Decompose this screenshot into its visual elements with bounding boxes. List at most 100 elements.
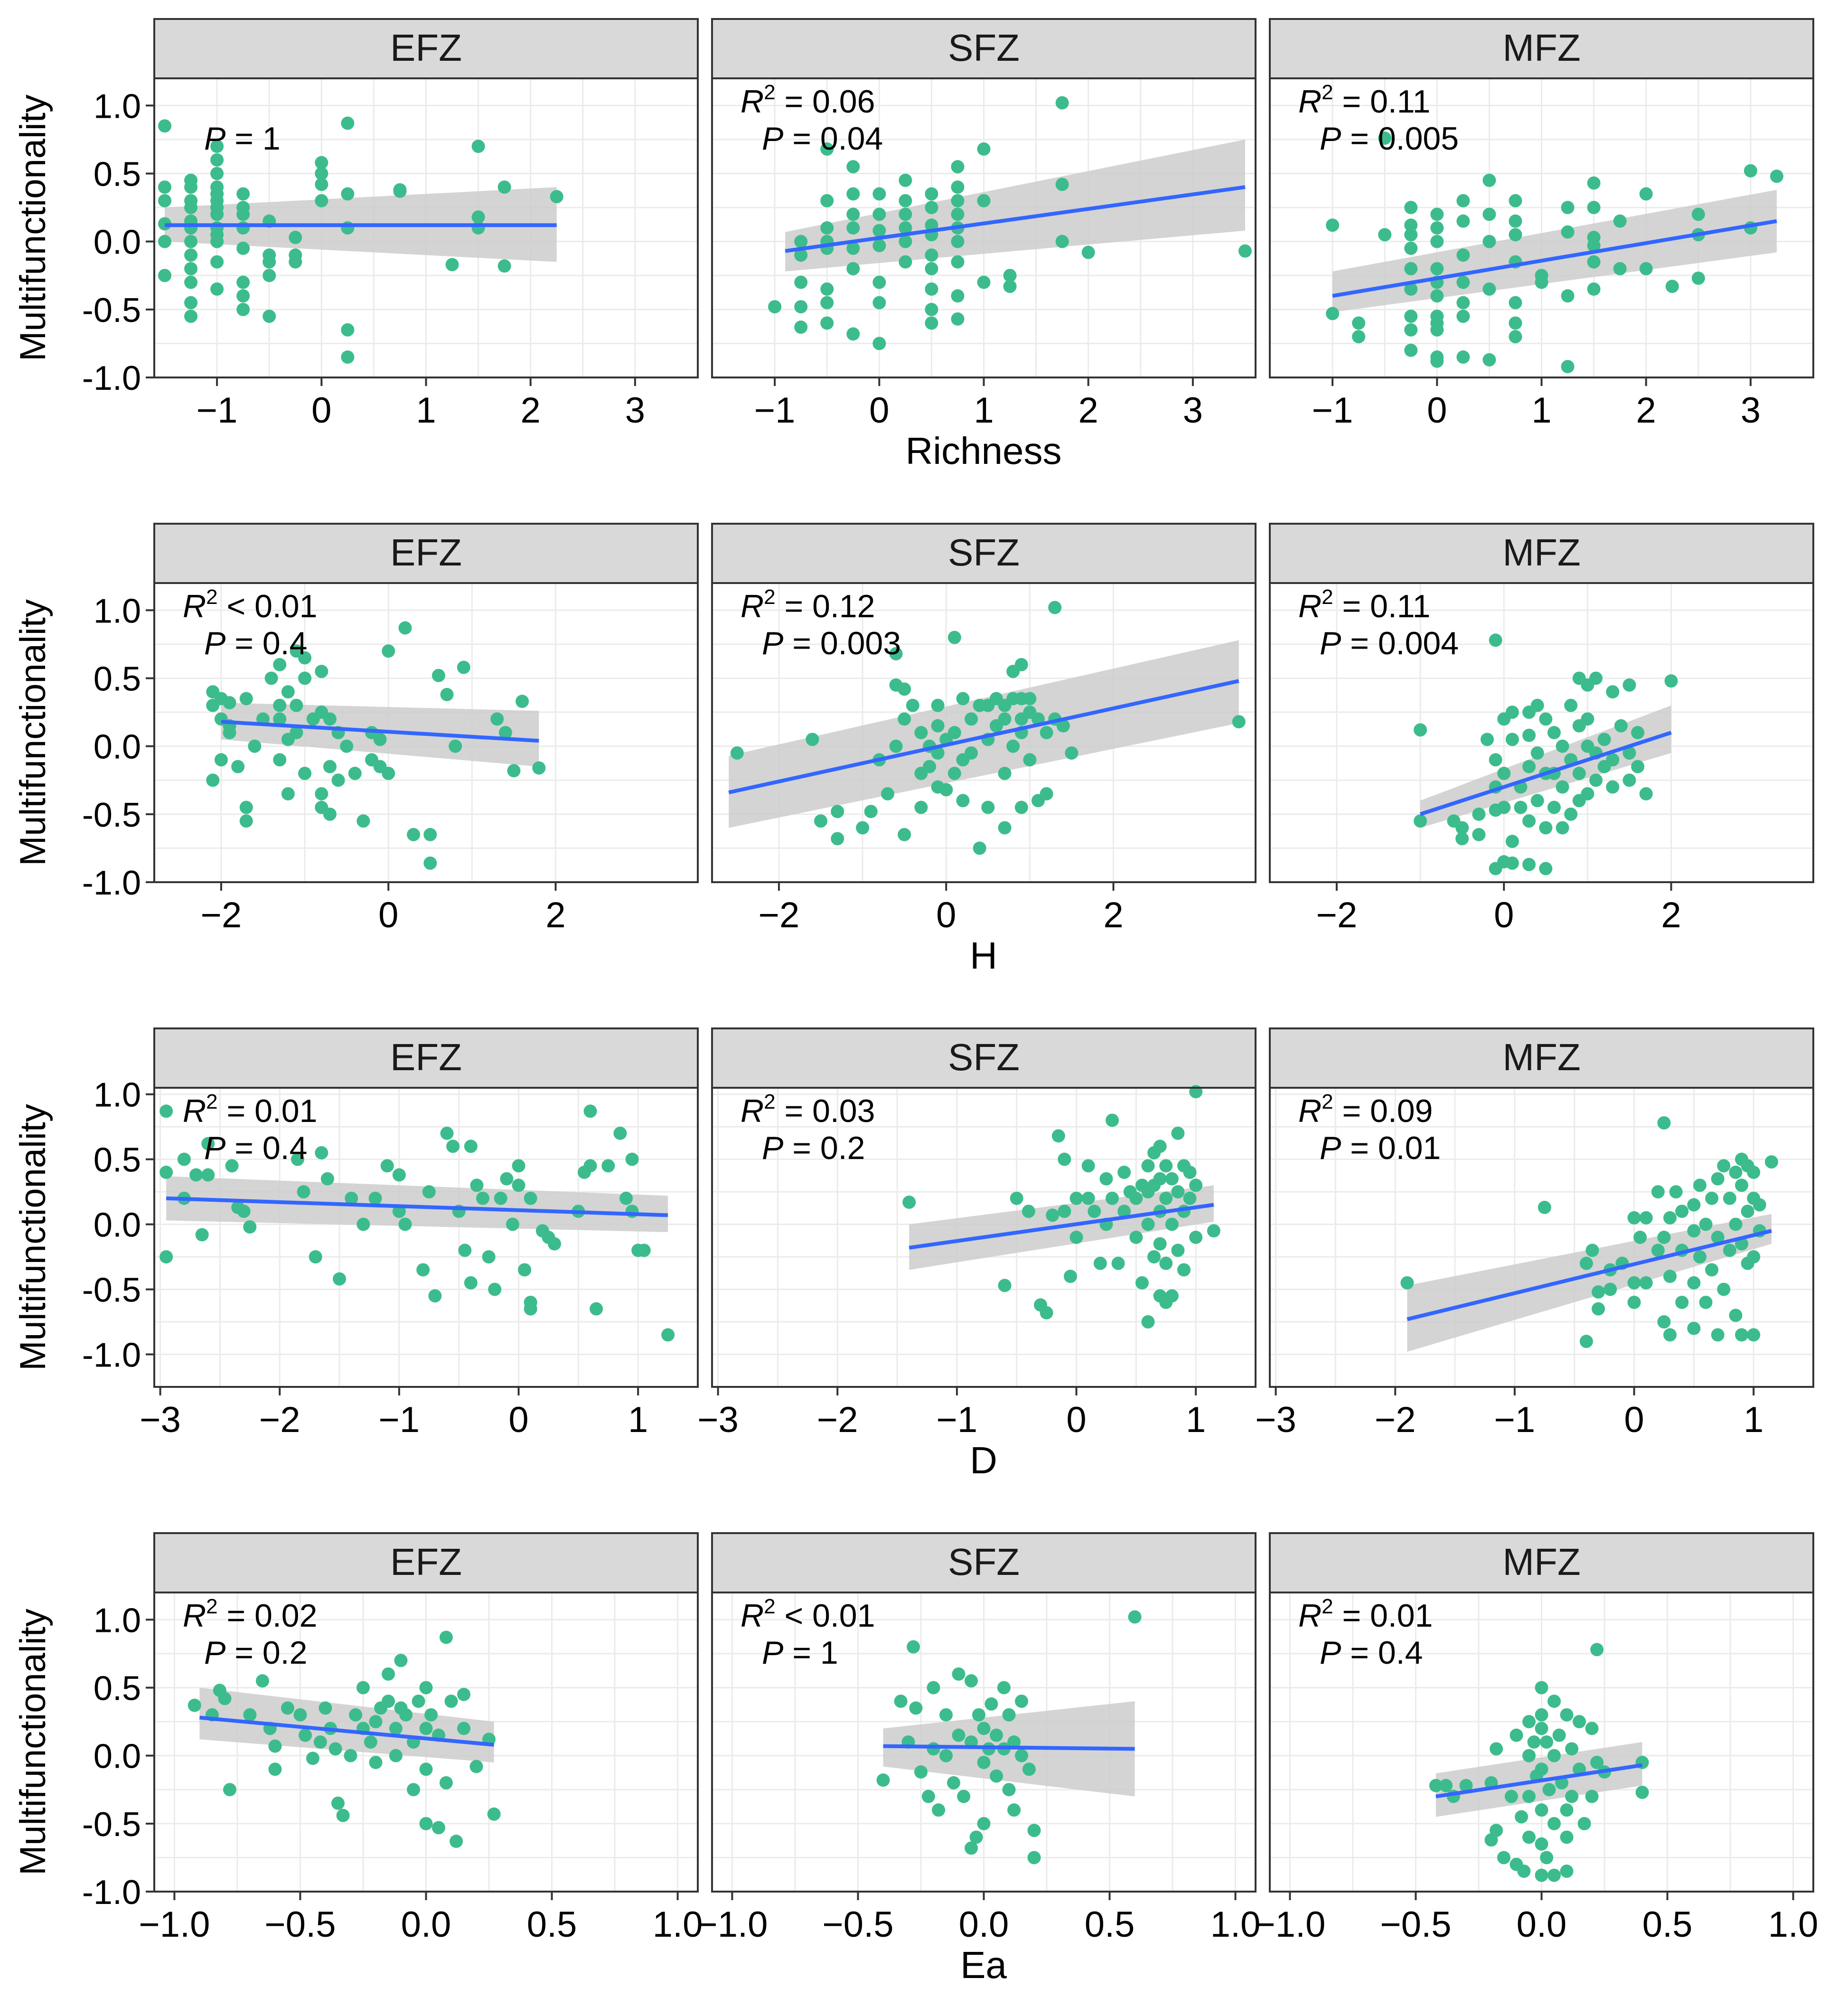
data-point — [210, 140, 224, 153]
data-point — [457, 660, 470, 674]
data-point — [846, 241, 860, 255]
p-value-label: P = 0.2 — [762, 1130, 865, 1166]
data-point — [439, 1630, 453, 1644]
data-point — [1522, 760, 1536, 773]
data-point — [236, 221, 250, 235]
data-point — [1573, 1715, 1586, 1729]
data-point — [315, 178, 328, 191]
data-point — [1055, 96, 1069, 110]
data-point — [947, 766, 961, 780]
x-tick-label: −0.5 — [264, 1904, 336, 1945]
panel-frame — [711, 582, 1257, 883]
data-point — [820, 221, 834, 235]
data-point — [1657, 1116, 1671, 1130]
data-point — [281, 1701, 294, 1715]
data-point — [1189, 1178, 1203, 1192]
data-point — [471, 210, 485, 224]
data-point — [290, 698, 303, 712]
data-point — [1699, 1295, 1713, 1309]
data-point — [315, 194, 328, 207]
data-point — [814, 814, 827, 828]
panel-frame — [153, 582, 699, 883]
y-tick-label: -1.0 — [82, 864, 141, 902]
data-point — [820, 142, 834, 156]
data-point — [281, 685, 295, 699]
data-point — [236, 302, 250, 316]
data-point — [1505, 733, 1519, 746]
data-point — [440, 1126, 454, 1140]
data-point — [184, 275, 198, 289]
data-point — [951, 207, 965, 221]
data-point — [1378, 132, 1392, 145]
y-tick-label: 1.0 — [94, 1076, 141, 1114]
data-point — [1430, 289, 1444, 303]
data-point — [1171, 1244, 1185, 1257]
data-point — [1587, 176, 1601, 190]
y-tick-label: 0.0 — [94, 224, 141, 262]
data-point — [1560, 1865, 1574, 1878]
data-point — [382, 766, 395, 780]
x-tick-label: 0.5 — [1085, 1904, 1135, 1945]
data-point — [977, 194, 991, 207]
data-point — [1414, 723, 1427, 737]
data-point — [1404, 310, 1418, 323]
data-point — [932, 1803, 946, 1817]
data-point — [921, 1790, 935, 1803]
data-point — [931, 698, 945, 712]
data-point — [619, 1191, 633, 1205]
x-tick-label: 1 — [1531, 390, 1551, 431]
data-point — [248, 739, 262, 753]
data-point — [550, 190, 563, 204]
data-point — [1497, 766, 1511, 780]
y-tick-label: 0.0 — [94, 728, 141, 766]
data-point — [1081, 1191, 1095, 1205]
data-point — [1639, 187, 1653, 201]
data-point — [1509, 214, 1522, 228]
data-point — [1430, 235, 1444, 248]
data-point — [1622, 678, 1636, 692]
data-point — [364, 1735, 377, 1749]
data-point — [341, 187, 355, 201]
data-point — [512, 1178, 525, 1192]
data-point — [210, 153, 224, 167]
data-point — [524, 1191, 537, 1205]
data-point — [1141, 1315, 1155, 1329]
data-point — [1106, 1191, 1119, 1205]
data-point — [1556, 739, 1569, 753]
data-point — [392, 1168, 406, 1182]
data-point — [1589, 671, 1603, 685]
data-point — [1081, 245, 1095, 259]
data-point — [331, 1796, 345, 1810]
data-point — [1472, 807, 1486, 821]
x-tick-label: 0 — [1494, 895, 1514, 935]
data-point — [1651, 1185, 1665, 1199]
data-point — [1622, 773, 1636, 787]
panel-richness-efz: EFZ P = 1 −1 0 1 2 3 -1.0 -0.5 0.0 0.5 1.0 — [82, 18, 699, 431]
p-value-label: P = 1 — [762, 1635, 838, 1671]
data-point — [1556, 780, 1569, 794]
data-point — [1482, 173, 1496, 187]
data-point — [1587, 282, 1601, 296]
data-point — [1631, 726, 1645, 739]
data-point — [177, 1152, 191, 1166]
data-point — [947, 631, 961, 644]
data-point — [1514, 801, 1528, 814]
y-axis-title: Multifunctionality — [13, 1609, 53, 1875]
data-point — [1542, 1783, 1556, 1797]
data-point — [957, 1790, 971, 1803]
data-point — [820, 282, 834, 296]
data-point — [1585, 1722, 1599, 1735]
data-point — [1456, 296, 1470, 310]
data-point — [239, 814, 253, 828]
data-point — [846, 262, 860, 275]
data-point — [1540, 1851, 1554, 1865]
facet-label: SFZ — [948, 27, 1020, 69]
data-point — [1232, 715, 1246, 729]
x-axis-title: D — [970, 1439, 997, 1481]
data-point — [1183, 1166, 1197, 1179]
data-point — [1613, 214, 1627, 228]
data-point — [898, 682, 911, 696]
data-point — [341, 221, 355, 235]
data-point — [1665, 280, 1679, 293]
regression-line — [728, 679, 1239, 794]
